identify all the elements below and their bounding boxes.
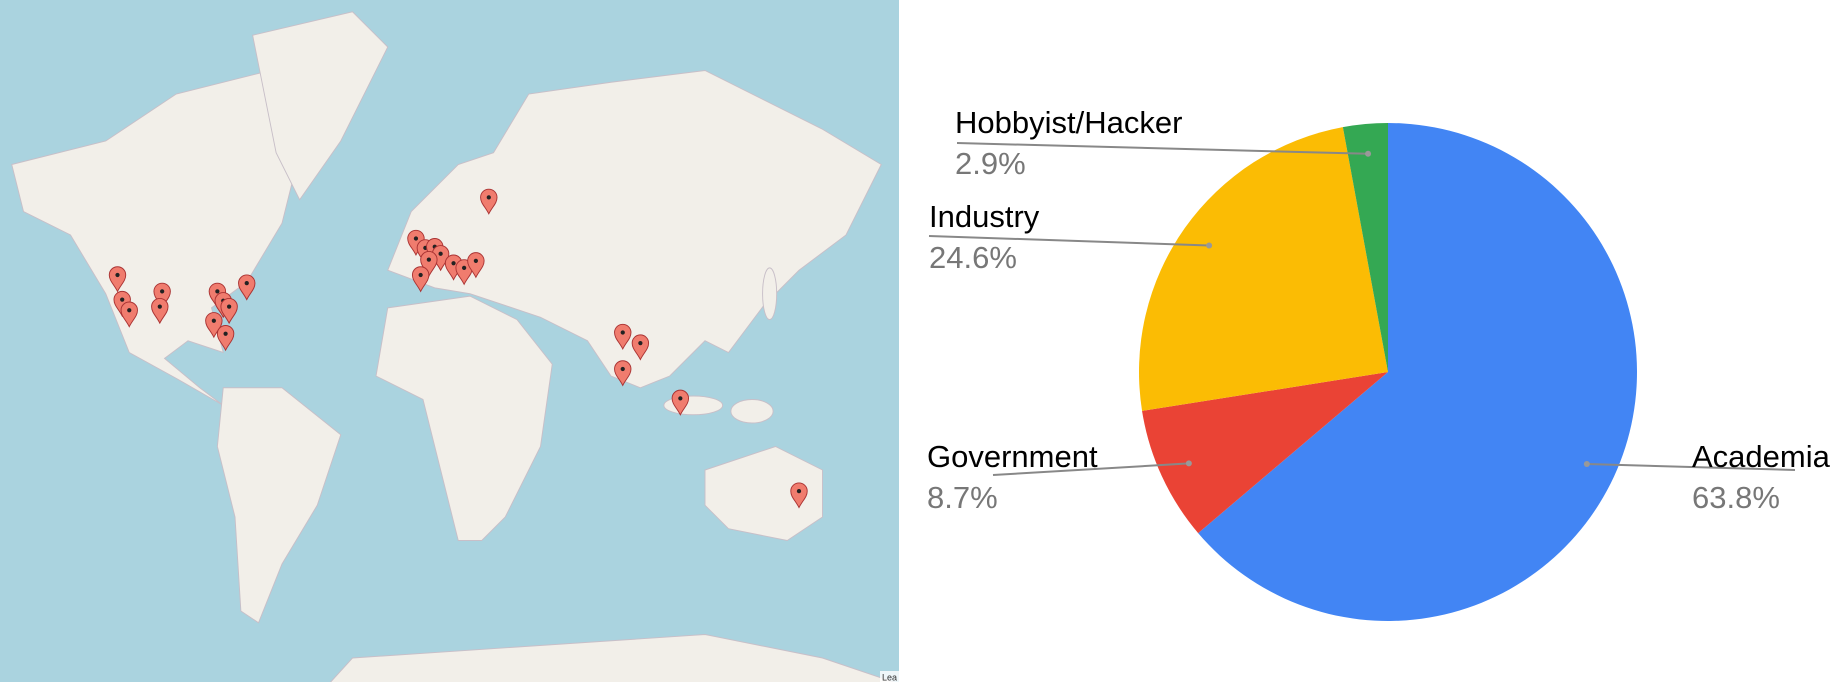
slice-label: Industry <box>929 199 1040 234</box>
leader-dot <box>1185 460 1192 467</box>
slice-label: Hobbyist/Hacker <box>955 105 1182 140</box>
slice-label: Government <box>927 439 1098 474</box>
map-pin-dot <box>223 331 228 336</box>
map-pin <box>153 282 171 309</box>
map-pin <box>631 334 650 361</box>
leader-line <box>956 142 1369 155</box>
map-pin-dot <box>413 236 419 241</box>
map-pin-dot <box>244 281 249 286</box>
map-pin-dot <box>227 304 232 309</box>
map-pin <box>108 266 127 293</box>
map-pin <box>614 323 632 351</box>
map-pin-dot <box>451 261 456 266</box>
leader-line <box>928 235 1210 247</box>
japan <box>762 267 778 321</box>
south-america <box>216 387 342 624</box>
map-pin <box>216 325 235 352</box>
map-pin-dot <box>462 265 467 271</box>
map-pin <box>220 298 238 325</box>
antarctica <box>330 634 895 682</box>
slice-value: 63.8% <box>1692 480 1780 515</box>
map-pin-dot <box>796 489 802 494</box>
map-pin-dot <box>418 272 423 278</box>
map-pin-dot <box>620 330 625 335</box>
map-pin-dot <box>678 396 683 401</box>
map-pin <box>480 188 498 215</box>
pie-slice <box>1198 123 1638 621</box>
map-pin-dot <box>127 308 132 313</box>
slice-value: 2.9% <box>955 146 1026 181</box>
map-pin-dot <box>115 272 120 278</box>
pie-slice <box>1342 123 1388 372</box>
map-pin <box>411 266 430 293</box>
map-pin-dot <box>160 289 165 294</box>
map: Lea <box>0 0 899 682</box>
map-pin <box>238 274 256 301</box>
map-pin <box>614 360 632 387</box>
pie-chart: Academia 63.8% Government 8.7% Industry 24.6%… <box>927 105 1831 621</box>
australia <box>704 445 823 541</box>
pie-slice <box>1142 372 1388 534</box>
map-pin-dot <box>211 318 216 323</box>
attribution: Lea <box>882 672 897 682</box>
map-pin <box>467 252 485 279</box>
greenland <box>252 11 389 201</box>
pie-slice <box>1139 127 1388 411</box>
map-pin <box>120 301 138 328</box>
map-pin-dot <box>638 340 643 346</box>
map-pin-dot <box>426 257 431 262</box>
markers <box>108 188 808 509</box>
leader-line <box>992 462 1189 476</box>
leader-line <box>1586 463 1796 471</box>
map-pin-dot <box>438 251 443 256</box>
islands <box>730 399 774 424</box>
slice-label: Academia <box>1692 439 1831 474</box>
africa <box>375 295 553 541</box>
map-pin-dot <box>486 195 491 200</box>
leader-dot <box>1365 150 1372 157</box>
map-pin-dot <box>120 297 125 302</box>
map-pin <box>455 259 473 286</box>
slice-value: 24.6% <box>929 240 1017 275</box>
map-pin-dot <box>620 366 625 372</box>
map-pin-dot <box>215 289 220 294</box>
map-pin <box>790 482 808 509</box>
slice-value: 8.7% <box>927 480 998 515</box>
leader-dot <box>1206 242 1213 249</box>
map-pin-dot <box>157 304 162 309</box>
map-pin <box>151 298 169 325</box>
land <box>11 11 895 682</box>
attribution-box <box>880 671 899 682</box>
map-pin <box>671 389 690 416</box>
map-pin-dot <box>473 258 478 263</box>
leader-dot <box>1583 461 1590 468</box>
